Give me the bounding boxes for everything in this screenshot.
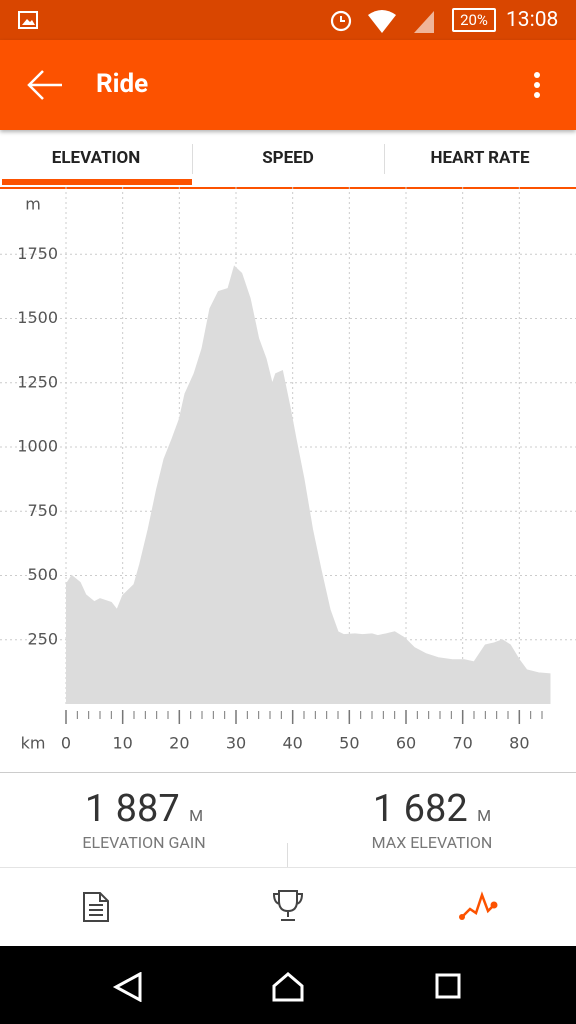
status-icons bbox=[330, 10, 434, 33]
divider bbox=[287, 843, 288, 867]
x-tick-label: 10 bbox=[112, 734, 132, 753]
x-tick-label: 40 bbox=[282, 734, 302, 753]
stat: 1 682 M MAX ELEVATION bbox=[288, 773, 576, 852]
analysis-button[interactable] bbox=[458, 889, 500, 923]
stat-value: 1 887 bbox=[84, 787, 180, 831]
area-fill bbox=[66, 266, 551, 704]
stat-value: 1 682 bbox=[372, 787, 468, 831]
status-bar: 20% 13:08 bbox=[0, 0, 576, 40]
tab[interactable]: HEART RATE bbox=[430, 148, 530, 168]
y-unit: m bbox=[25, 195, 41, 214]
x-tick-label: 50 bbox=[339, 734, 359, 753]
app-bar: Ride bbox=[0, 40, 576, 130]
tab-bar: ELEVATION SPEED HEART RATE bbox=[0, 130, 576, 189]
y-tick-label: 750 bbox=[27, 501, 58, 520]
overview-button[interactable] bbox=[82, 891, 110, 923]
stat-unit: M bbox=[189, 806, 204, 825]
stat-label: MAX ELEVATION bbox=[371, 833, 493, 852]
x-tick-label: 30 bbox=[226, 734, 246, 753]
y-tick-label: 1500 bbox=[17, 308, 58, 327]
y-tick-label: 1750 bbox=[17, 244, 58, 263]
x-tick-label: 80 bbox=[509, 734, 529, 753]
tab-indicator bbox=[2, 179, 192, 185]
chart: m km 250 500 750 1000 1250 1500 1750 0 10 20 30 40 5… bbox=[0, 187, 576, 753]
stat: 1 887 M ELEVATION GAIN bbox=[0, 773, 288, 852]
clock: 13:08 bbox=[506, 8, 559, 32]
x-tick-label: 0 bbox=[61, 734, 71, 753]
system-nav bbox=[0, 946, 576, 1024]
divider bbox=[192, 144, 193, 174]
y-tick-label: 1250 bbox=[17, 372, 58, 391]
x-tick-label: 20 bbox=[169, 734, 189, 753]
x-tick-label: 70 bbox=[452, 734, 472, 753]
achievements-button[interactable] bbox=[272, 889, 304, 923]
menu-button[interactable] bbox=[530, 70, 544, 100]
title: Ride bbox=[96, 69, 149, 99]
back-button[interactable] bbox=[26, 68, 64, 102]
stats: 1 887 M ELEVATION GAIN 1 682 M MAX ELEVA… bbox=[0, 772, 576, 868]
x-unit: km bbox=[21, 734, 46, 753]
gallery-icon bbox=[18, 11, 38, 29]
divider bbox=[384, 144, 385, 174]
stat-label: ELEVATION GAIN bbox=[82, 833, 206, 852]
nav-buttons[interactable] bbox=[112, 972, 472, 1002]
y-tick-label: 500 bbox=[27, 565, 58, 584]
battery: 20% bbox=[452, 8, 496, 32]
y-tick-label: 1000 bbox=[17, 437, 58, 456]
area-outline bbox=[65, 265, 551, 675]
y-tick-label: 250 bbox=[27, 629, 58, 648]
tab[interactable]: SPEED bbox=[262, 148, 314, 168]
bottom-nav bbox=[0, 867, 576, 946]
x-tick-label: 60 bbox=[396, 734, 416, 753]
stat-unit: M bbox=[477, 806, 492, 825]
tab[interactable]: ELEVATION bbox=[51, 148, 141, 168]
